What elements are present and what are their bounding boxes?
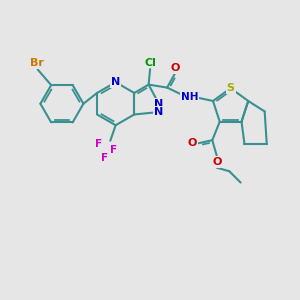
Text: S: S bbox=[226, 83, 235, 93]
Text: N: N bbox=[154, 107, 164, 117]
Text: Br: Br bbox=[30, 58, 44, 68]
Text: O: O bbox=[213, 157, 222, 167]
Text: NH: NH bbox=[181, 92, 199, 102]
Text: F: F bbox=[101, 153, 109, 163]
Text: F: F bbox=[95, 139, 103, 149]
Text: N: N bbox=[111, 77, 120, 87]
Text: F: F bbox=[110, 145, 117, 155]
Text: O: O bbox=[188, 138, 197, 148]
Text: Cl: Cl bbox=[144, 58, 156, 68]
Text: O: O bbox=[170, 63, 180, 73]
Text: N: N bbox=[154, 99, 164, 109]
